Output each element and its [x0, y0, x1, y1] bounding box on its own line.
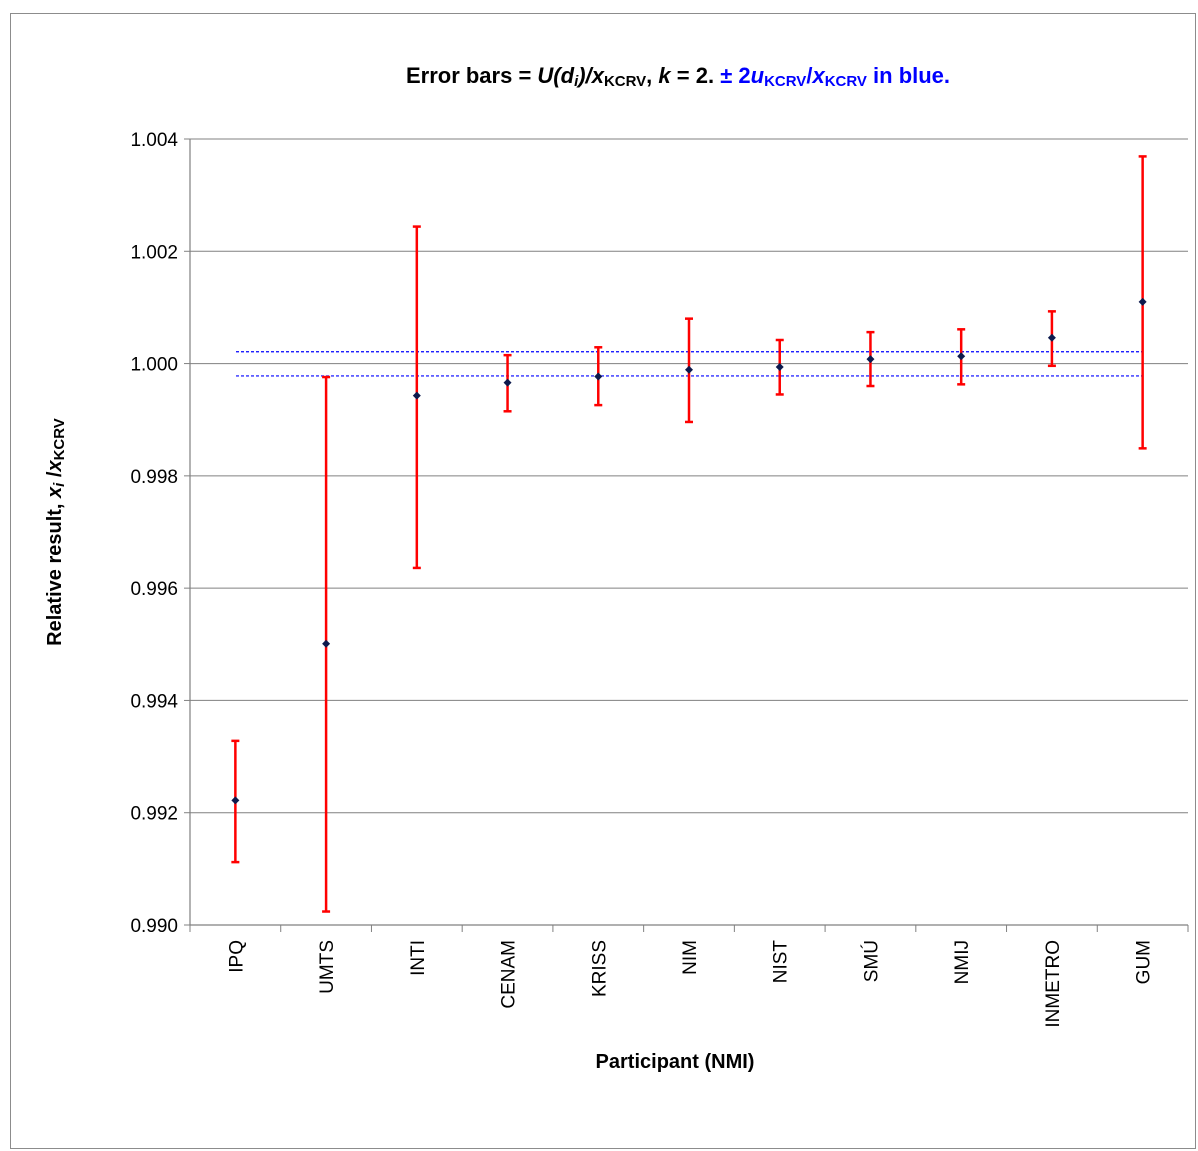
data-point — [503, 378, 512, 387]
label-run: )/ — [576, 63, 594, 88]
label-run: / — [806, 63, 812, 88]
data-point — [322, 639, 331, 648]
y-axis-label: Relative result, xi /xKCRV — [44, 418, 68, 646]
label-run: , — [646, 63, 658, 88]
x-tick-label: KRISS — [589, 940, 610, 997]
data-point — [775, 362, 784, 371]
label-run: KCRV — [825, 73, 867, 90]
x-tick-label: NMIJ — [952, 940, 973, 984]
label-run: x — [591, 63, 605, 88]
x-tick-label: SMÚ — [860, 940, 882, 982]
label-run: ± 2 — [720, 63, 750, 88]
y-tick-labels: 0.990 0.992 0.994 0.996 0.998 1.000 1.002 1.004 — [130, 130, 178, 937]
x-tick-label: CENAM — [499, 940, 520, 1009]
y-tick-label: 0.992 — [130, 804, 178, 825]
error-bars — [231, 155, 1147, 913]
label-run: x — [811, 63, 825, 88]
data-point — [957, 352, 966, 361]
y-tick-label: 0.996 — [130, 579, 178, 600]
y-tick-label: 1.004 — [130, 130, 178, 151]
chart-frame — [10, 13, 1196, 1149]
y-tick-label: 0.994 — [130, 691, 178, 712]
x-axis-label: Participant (NMI) — [596, 1051, 755, 1073]
chart-title: Error bars = U(di)/xKCRV, k = 2. ± 2uKCR… — [406, 63, 950, 90]
label-run: KCRV — [604, 73, 646, 90]
y-tick-label: 1.000 — [130, 355, 178, 376]
data-point — [866, 355, 875, 364]
data-point — [412, 391, 421, 400]
label-run: KCRV — [764, 73, 806, 90]
data-point — [685, 365, 693, 374]
label-run: KCRV — [51, 418, 68, 460]
label-run: x — [44, 486, 66, 499]
label-run: x — [44, 460, 66, 473]
label-run: k — [658, 63, 672, 88]
label-run: Relative result, — [44, 498, 66, 646]
data-point — [231, 796, 240, 805]
y-tick-label: 0.998 — [130, 467, 178, 488]
label-run: i — [51, 482, 68, 487]
axes — [184, 138, 1189, 932]
x-tick-label: INTI — [408, 940, 429, 976]
y-tick-label: 1.002 — [130, 242, 178, 263]
x-tick-label: INMETRO — [1043, 940, 1064, 1028]
x-tick-label: IPQ — [226, 940, 247, 973]
label-run: Error bars = — [406, 63, 537, 88]
label-run: i — [574, 73, 579, 90]
y-tick-label: 0.990 — [130, 916, 178, 937]
label-run: = 2. — [671, 63, 721, 88]
data-points — [231, 297, 1147, 805]
data-point — [594, 372, 603, 381]
x-tick-label: NIM — [680, 940, 701, 975]
gridlines — [190, 138, 1188, 814]
x-tick-label: UMTS — [317, 940, 338, 994]
x-tick-labels: IPQ UMTS INTI CENAM KRISS NIM NIST SMÚ NMIJ INMET… — [226, 940, 1154, 1028]
x-tick-label: NIST — [771, 940, 792, 984]
label-run: in blue. — [867, 63, 950, 88]
label-run: u — [751, 63, 765, 88]
data-point — [1138, 297, 1147, 306]
data-point — [1047, 333, 1056, 342]
x-tick-label: GUM — [1134, 940, 1155, 984]
label-run: U(d — [537, 63, 574, 88]
label-run: / — [44, 471, 66, 483]
